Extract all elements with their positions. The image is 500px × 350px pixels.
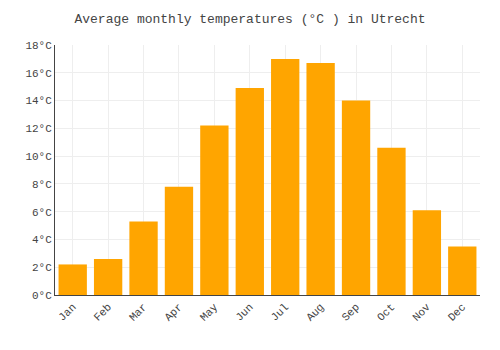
svg-text:Average monthly temperatures (: Average monthly temperatures (°C ) in Ut… bbox=[74, 12, 425, 27]
svg-text:14°C: 14°C bbox=[25, 95, 52, 107]
svg-text:Jul: Jul bbox=[269, 301, 291, 323]
svg-text:Nov: Nov bbox=[410, 301, 433, 324]
svg-text:Feb: Feb bbox=[92, 301, 114, 323]
svg-text:Dec: Dec bbox=[446, 301, 468, 323]
svg-text:18°C: 18°C bbox=[25, 40, 52, 52]
svg-text:8°C: 8°C bbox=[32, 179, 52, 191]
svg-text:Aug: Aug bbox=[304, 301, 326, 323]
svg-text:Sep: Sep bbox=[340, 301, 362, 323]
svg-text:Oct: Oct bbox=[375, 301, 397, 323]
svg-text:4°C: 4°C bbox=[32, 234, 52, 246]
svg-text:6°C: 6°C bbox=[32, 207, 52, 219]
svg-text:10°C: 10°C bbox=[25, 151, 52, 163]
svg-text:Mar: Mar bbox=[127, 301, 149, 323]
svg-text:Jan: Jan bbox=[56, 301, 78, 323]
svg-text:May: May bbox=[198, 301, 221, 324]
svg-text:0°C: 0°C bbox=[32, 290, 52, 302]
svg-text:Apr: Apr bbox=[162, 301, 184, 323]
svg-text:Jun: Jun bbox=[233, 301, 255, 323]
svg-text:16°C: 16°C bbox=[25, 68, 52, 80]
svg-text:2°C: 2°C bbox=[32, 262, 52, 274]
svg-text:12°C: 12°C bbox=[25, 123, 52, 135]
